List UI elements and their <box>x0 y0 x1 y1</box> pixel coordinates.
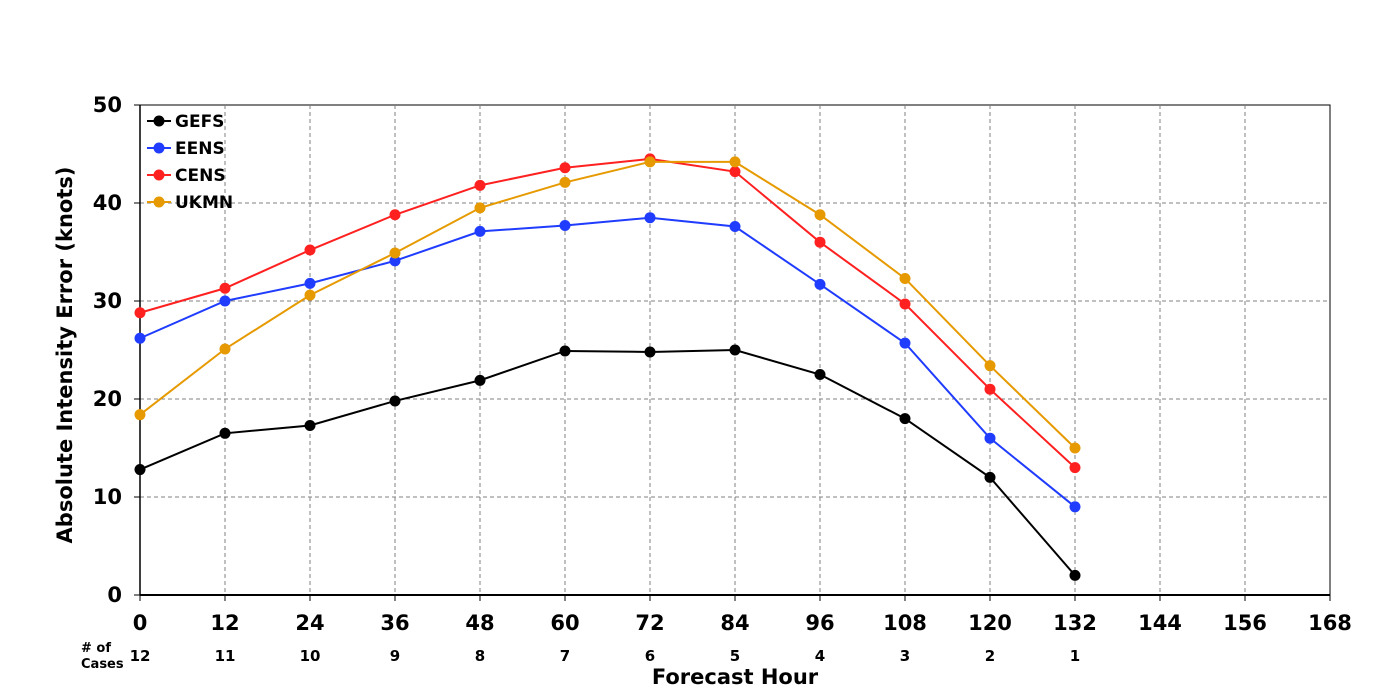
data-point-gefs <box>389 395 401 407</box>
data-point-gefs <box>729 344 741 356</box>
case-count-label: 1 <box>1070 647 1080 665</box>
data-point-eens <box>219 295 231 307</box>
y-tick-label: 20 <box>93 387 122 411</box>
cases-header-line1: # of <box>81 641 111 656</box>
data-point-eens <box>984 432 996 444</box>
data-point-gefs <box>134 464 146 476</box>
data-point-gefs <box>644 346 656 358</box>
legend-label-cens: CENS <box>175 166 226 186</box>
data-point-eens <box>729 221 741 233</box>
series-line-gefs <box>139 348 1076 577</box>
x-tick-label: 0 <box>133 611 148 635</box>
case-count-label: 11 <box>215 647 236 665</box>
data-point-cens <box>814 236 826 248</box>
x-tick-label: 132 <box>1053 611 1097 635</box>
data-point-gefs <box>899 413 911 425</box>
legend-marker-eens <box>153 142 165 154</box>
x-tick-label: 84 <box>720 611 749 635</box>
case-count-label: 6 <box>645 647 655 665</box>
x-tick-label: 168 <box>1308 611 1352 635</box>
y-tick-label: 40 <box>93 191 122 215</box>
data-point-cens <box>134 307 146 319</box>
x-tick-label: 156 <box>1223 611 1267 635</box>
data-point-ukmn <box>984 360 996 372</box>
data-point-eens <box>559 220 571 232</box>
data-point-gefs <box>984 471 996 483</box>
data-point-cens <box>219 282 231 294</box>
data-point-ukmn <box>304 289 316 301</box>
x-axis-title: Forecast Hour <box>652 665 819 689</box>
case-count-label: 8 <box>475 647 485 665</box>
data-point-gefs <box>304 419 316 431</box>
data-point-eens <box>899 337 911 349</box>
data-point-eens <box>474 225 486 237</box>
case-count-label: 3 <box>900 647 910 665</box>
case-count-label: 12 <box>130 647 151 665</box>
data-point-cens <box>729 166 741 178</box>
x-tick-label: 96 <box>805 611 834 635</box>
case-count-label: 4 <box>815 647 825 665</box>
data-point-eens <box>389 255 401 267</box>
y-axis-title: Absolute Intensity Error (knots) <box>53 167 77 544</box>
data-point-cens <box>389 209 401 221</box>
data-point-gefs <box>1069 569 1081 581</box>
data-point-cens <box>899 298 911 310</box>
legend-label-eens: EENS <box>175 139 225 159</box>
y-tick-label: 50 <box>93 93 122 117</box>
data-point-gefs <box>474 374 486 386</box>
data-point-gefs <box>814 369 826 380</box>
x-tick-label: 72 <box>635 611 664 635</box>
data-point-ukmn <box>389 247 401 259</box>
data-point-gefs <box>219 427 231 439</box>
x-tick-label: 60 <box>550 611 579 635</box>
data-point-eens <box>814 278 826 290</box>
data-point-ukmn <box>474 202 486 214</box>
data-point-ukmn <box>644 156 656 168</box>
data-point-eens <box>1069 501 1081 513</box>
y-tick-label: 10 <box>93 485 122 509</box>
case-count-label: 9 <box>390 647 400 665</box>
data-point-eens <box>134 332 146 344</box>
data-point-ukmn <box>559 176 571 188</box>
data-point-cens <box>559 162 571 174</box>
x-tick-label: 48 <box>465 611 494 635</box>
x-tick-label: 144 <box>1138 611 1182 635</box>
data-point-eens <box>304 277 316 289</box>
data-point-ukmn <box>899 272 911 284</box>
case-count-label: 5 <box>730 647 740 665</box>
series-line-eens <box>139 216 1076 508</box>
series-line-ukmn <box>139 160 1076 449</box>
data-point-ukmn <box>219 343 231 355</box>
data-point-cens <box>304 244 316 256</box>
legend-marker-ukmn <box>153 196 165 208</box>
legend-marker-cens <box>153 169 165 181</box>
x-tick-label: 24 <box>295 611 324 635</box>
data-point-cens <box>1069 462 1081 474</box>
data-point-cens <box>984 383 996 395</box>
data-point-ukmn <box>134 409 146 421</box>
data-point-gefs <box>559 345 571 357</box>
case-count-label: 10 <box>300 647 321 665</box>
legend-label-ukmn: UKMN <box>175 193 233 213</box>
y-tick-label: 30 <box>93 289 122 313</box>
x-tick-label: 12 <box>210 611 239 635</box>
cases-header-line2: Cases <box>81 657 124 672</box>
data-point-ukmn <box>814 209 826 221</box>
case-count-label: 2 <box>985 647 995 665</box>
legend-label-gefs: GEFS <box>175 112 224 132</box>
x-tick-label: 108 <box>883 611 927 635</box>
data-point-ukmn <box>1069 442 1081 454</box>
case-count-label: 7 <box>560 647 570 665</box>
data-point-eens <box>644 212 656 224</box>
x-tick-label: 36 <box>380 611 409 635</box>
legend-marker-gefs <box>153 115 165 127</box>
y-tick-label: 0 <box>107 583 122 607</box>
x-tick-label: 120 <box>968 611 1012 635</box>
data-point-cens <box>474 179 486 191</box>
data-point-ukmn <box>729 156 741 168</box>
series-line-cens <box>139 157 1076 469</box>
